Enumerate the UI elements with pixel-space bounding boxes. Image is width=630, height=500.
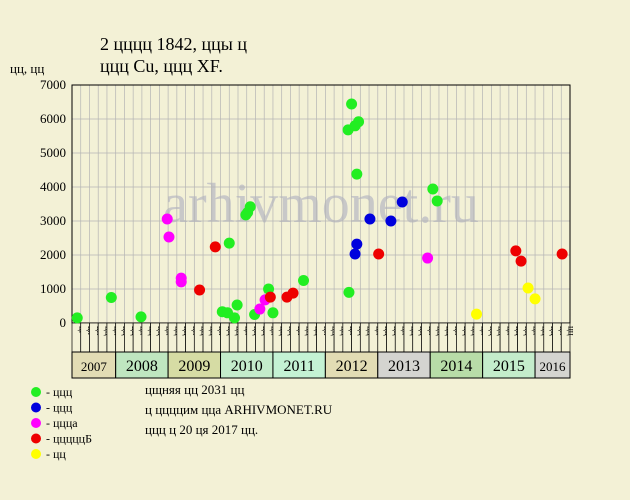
legend-marker xyxy=(31,449,41,459)
year-cell xyxy=(272,351,326,379)
point xyxy=(385,215,397,227)
y-tick-label: 1000 xyxy=(40,281,66,296)
year-label: 2010 xyxy=(231,358,263,375)
point xyxy=(351,168,363,180)
point xyxy=(244,201,256,213)
point xyxy=(264,291,276,303)
legend-label: - цц xyxy=(46,447,66,461)
year-label: 2012 xyxy=(336,358,368,375)
legend-label: - цццццБ xyxy=(46,432,92,446)
legend-label: - ццца xyxy=(46,416,78,430)
note: ццц ц 20 ця 2017 цц. xyxy=(145,422,258,437)
point xyxy=(287,287,299,299)
year-cell xyxy=(220,351,274,379)
year-label: 2009 xyxy=(178,358,210,375)
point xyxy=(71,312,83,324)
y-axis-label: цц, цц xyxy=(10,61,44,76)
point xyxy=(515,255,527,267)
year-cell xyxy=(167,351,222,379)
y-tick-label: 3000 xyxy=(40,213,66,228)
point xyxy=(373,248,385,260)
y-tick-label: 7000 xyxy=(40,77,66,92)
year-cell xyxy=(324,351,379,379)
year-cell xyxy=(482,351,536,379)
plot-area xyxy=(72,85,570,323)
point xyxy=(254,303,266,315)
legend-marker xyxy=(31,387,41,397)
year-label: 2008 xyxy=(126,358,158,375)
chart-title: 2 цццц 1842, ццы ц xyxy=(100,34,247,54)
year-cell xyxy=(429,351,484,379)
point xyxy=(343,286,355,298)
legend-marker xyxy=(31,418,41,428)
point xyxy=(364,213,376,225)
point xyxy=(209,241,221,253)
point xyxy=(105,292,117,303)
watermark: arhivmonet.ru xyxy=(163,173,479,235)
year-cell xyxy=(377,351,431,379)
y-tick-label: 0 xyxy=(60,315,67,330)
point xyxy=(135,311,147,323)
point xyxy=(349,248,361,260)
year-label: 2014 xyxy=(440,358,472,375)
year-label: 2016 xyxy=(540,359,567,374)
point xyxy=(194,284,206,296)
y-tick-label: 4000 xyxy=(40,179,66,194)
point xyxy=(522,282,534,294)
note: цщняя цц 2031 цц xyxy=(145,382,245,397)
point xyxy=(231,299,243,311)
year-label: 2015 xyxy=(493,358,525,375)
year-cell xyxy=(534,351,571,379)
legend-label: - ццц xyxy=(46,385,73,399)
year-label: 2011 xyxy=(283,358,314,375)
legend-marker xyxy=(31,402,41,413)
chart-subtitle: ццц Cu, ццц XF. xyxy=(100,56,223,76)
point xyxy=(161,213,173,225)
note: ц ццццим цца ARHIVMONET.RU xyxy=(145,402,333,417)
point xyxy=(431,195,443,207)
year-label: 2007 xyxy=(81,359,108,374)
point xyxy=(396,196,408,208)
point xyxy=(223,237,235,249)
point xyxy=(229,312,241,324)
point xyxy=(510,245,522,257)
y-tick-label: 5000 xyxy=(40,145,66,160)
legend-label: - ццц xyxy=(46,401,73,415)
point xyxy=(427,183,439,195)
point xyxy=(175,276,187,288)
point xyxy=(471,308,483,320)
point xyxy=(267,307,279,319)
y-tick-label: 2000 xyxy=(40,247,66,262)
point xyxy=(422,252,434,264)
point xyxy=(163,231,175,243)
legend-marker xyxy=(31,433,41,444)
year-label: 2013 xyxy=(388,358,420,375)
point xyxy=(263,283,275,295)
point xyxy=(353,116,365,128)
point xyxy=(556,248,568,260)
point xyxy=(346,98,358,110)
point xyxy=(529,293,541,305)
point xyxy=(298,275,310,286)
x-tick-label: цц xyxy=(567,326,577,336)
y-tick-label: 6000 xyxy=(40,111,66,126)
point xyxy=(351,238,363,250)
